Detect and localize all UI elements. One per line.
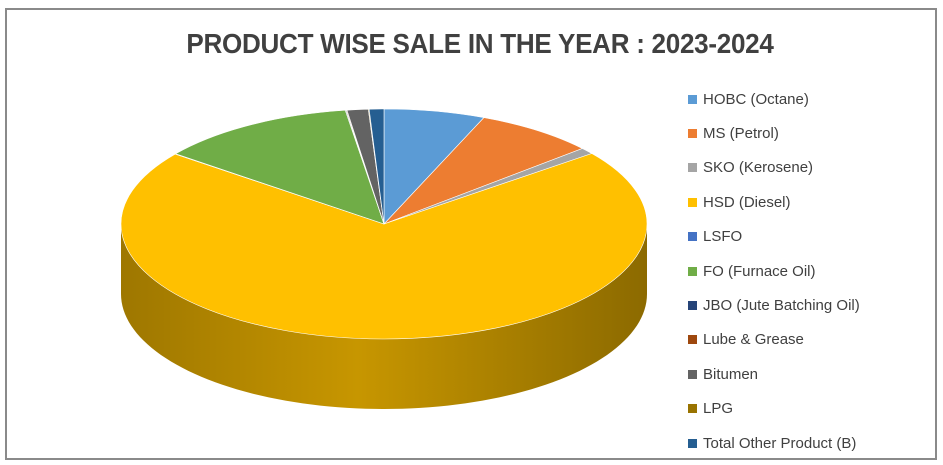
legend-swatch [688,163,697,172]
legend-label: MS (Petrol) [703,125,779,142]
legend-item: LSFO [688,220,928,254]
legend-label: Lube & Grease [703,331,804,348]
legend-item: JBO (Jute Batching Oil) [688,288,928,322]
legend-swatch [688,232,697,241]
legend-item: Lube & Grease [688,323,928,357]
legend-swatch [688,95,697,104]
legend-item: Bitumen [688,357,928,391]
legend-swatch [688,439,697,448]
legend-label: Total Other Product (B) [703,435,856,452]
legend-label: SKO (Kerosene) [703,159,813,176]
legend-label: FO (Furnace Oil) [703,263,816,280]
legend-swatch [688,267,697,276]
legend-label: HOBC (Octane) [703,91,809,108]
pie-top-faces [121,109,647,339]
legend-swatch [688,198,697,207]
legend-item: HOBC (Octane) [688,82,928,116]
legend-label: Bitumen [703,366,758,383]
legend-swatch [688,301,697,310]
legend-item: LPG [688,392,928,426]
legend-label: HSD (Diesel) [703,194,791,211]
legend-item: Total Other Product (B) [688,426,928,460]
legend-item: MS (Petrol) [688,116,928,150]
legend-item: HSD (Diesel) [688,185,928,219]
legend-label: LPG [703,400,733,417]
legend-swatch [688,129,697,138]
legend-swatch [688,335,697,344]
legend-label: LSFO [703,228,742,245]
legend-item: FO (Furnace Oil) [688,254,928,288]
legend-swatch [688,404,697,413]
legend-label: JBO (Jute Batching Oil) [703,297,860,314]
legend-swatch [688,370,697,379]
legend-item: SKO (Kerosene) [688,151,928,185]
chart-legend: HOBC (Octane) MS (Petrol) SKO (Kerosene) HS… [688,82,928,460]
